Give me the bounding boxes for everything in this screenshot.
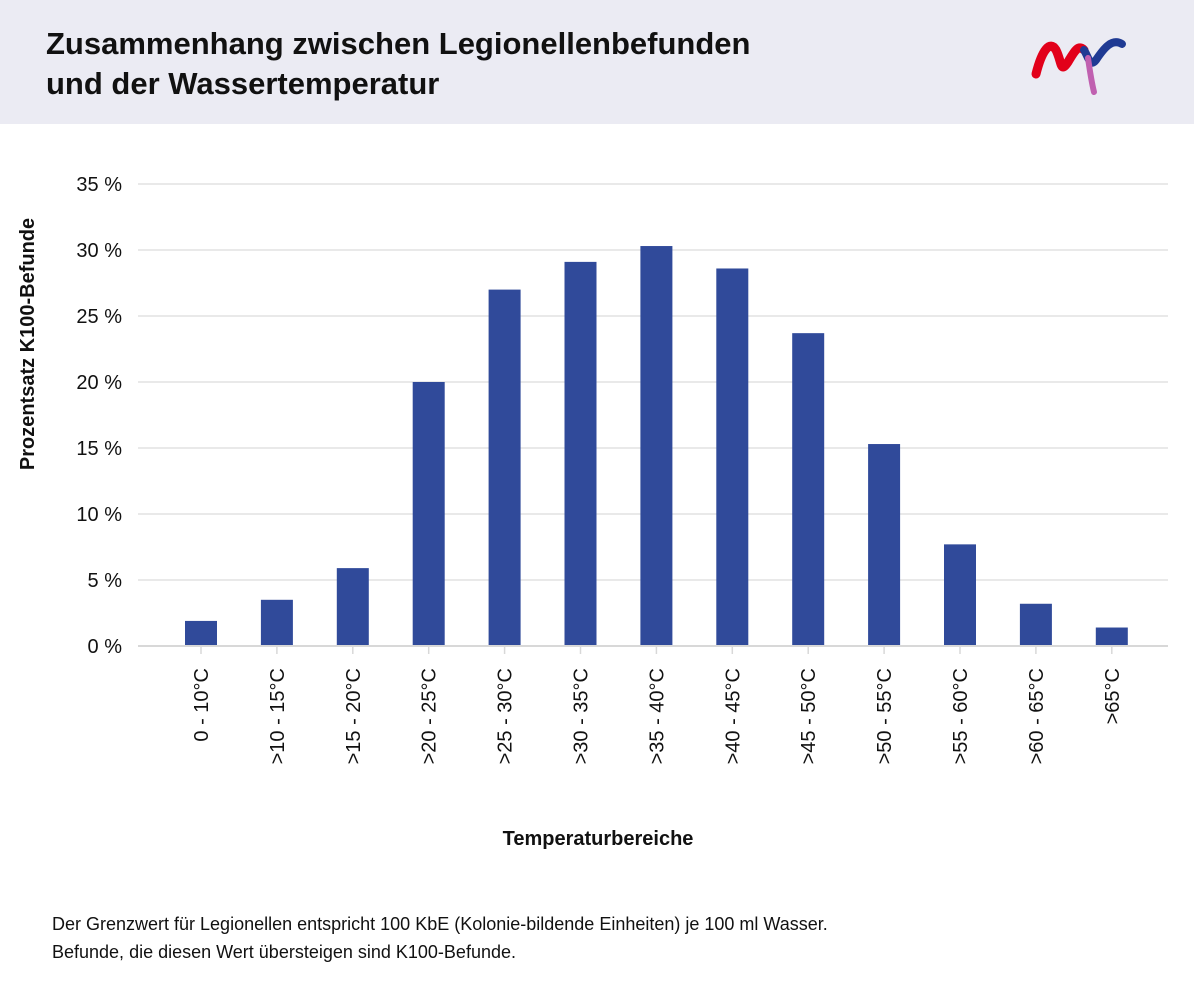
x-tick-label: >45 - 50°C	[798, 668, 820, 764]
x-tick-label: >60 - 65°C	[1026, 668, 1048, 764]
x-tick-label: >25 - 30°C	[495, 668, 517, 764]
bar	[336, 568, 369, 646]
y-tick-label: 30 %	[76, 240, 122, 262]
x-tick-label: >65°C	[1102, 668, 1124, 724]
bar	[944, 544, 976, 646]
bar	[716, 268, 749, 646]
x-tick-label: >50 - 55°C	[874, 668, 896, 764]
mvv-logo-icon	[1031, 38, 1126, 95]
x-tick-label: >55 - 60°C	[950, 668, 972, 764]
x-axis-label: Temperaturbereiche	[503, 828, 694, 850]
bar	[488, 289, 521, 646]
footnote: Der Grenzwert für Legionellen entspricht…	[52, 910, 1152, 966]
bar	[185, 620, 217, 646]
footnote-line-1: Der Grenzwert für Legionellen entspricht…	[52, 914, 828, 934]
x-tick-labels: 0 - 10°C >10 - 15°C >15 - 20°C >20 - 25°C >2…	[191, 646, 1124, 764]
chart-title: Zusammenhang zwischen Legionellenbefunde…	[46, 24, 946, 104]
bar	[1095, 627, 1128, 646]
bar	[412, 382, 445, 646]
bar	[1019, 603, 1052, 646]
y-tick-label: 15 %	[76, 438, 122, 460]
chart-title-line-2: und der Wassertemperatur	[46, 66, 440, 101]
y-tick-label: 10 %	[76, 504, 122, 526]
bar	[564, 261, 597, 646]
bar	[792, 333, 825, 646]
x-tick-label: 0 - 10°C	[191, 668, 213, 742]
x-tick-label: >15 - 20°C	[343, 668, 365, 764]
x-tick-label: >40 - 45°C	[722, 668, 744, 764]
bar	[640, 246, 673, 647]
bars	[185, 246, 1128, 647]
footnote-line-2: Befunde, die diesen Wert übersteigen sin…	[52, 942, 516, 962]
y-tick-label: 0 %	[88, 636, 123, 658]
x-tick-label: >35 - 40°C	[646, 668, 668, 764]
bar	[868, 444, 901, 646]
y-tick-labels: 0 % 5 % 10 % 15 % 20 % 25 % 30 % 35 %	[76, 174, 122, 658]
y-tick-label: 35 %	[76, 174, 122, 196]
bar-chart: 0 % 5 % 10 % 15 % 20 % 25 % 30 % 35 % 0 - 10°C >…	[17, 174, 1168, 850]
logo-stroke-red	[1031, 41, 1089, 79]
header-band: Zusammenhang zwischen Legionellenbefunde…	[0, 0, 1194, 124]
x-tick-label: >20 - 25°C	[419, 668, 441, 764]
y-tick-label: 25 %	[76, 306, 122, 328]
x-tick-label: >30 - 35°C	[571, 668, 593, 764]
chart-title-line-1: Zusammenhang zwischen Legionellenbefunde…	[46, 26, 751, 61]
logo-stroke-pink	[1085, 55, 1097, 95]
y-tick-label: 20 %	[76, 372, 122, 394]
y-tick-label: 5 %	[88, 570, 123, 592]
y-axis-label: Prozentsatz K100-Befunde	[17, 218, 39, 470]
bar	[260, 599, 293, 646]
x-tick-label: >10 - 15°C	[267, 668, 289, 764]
